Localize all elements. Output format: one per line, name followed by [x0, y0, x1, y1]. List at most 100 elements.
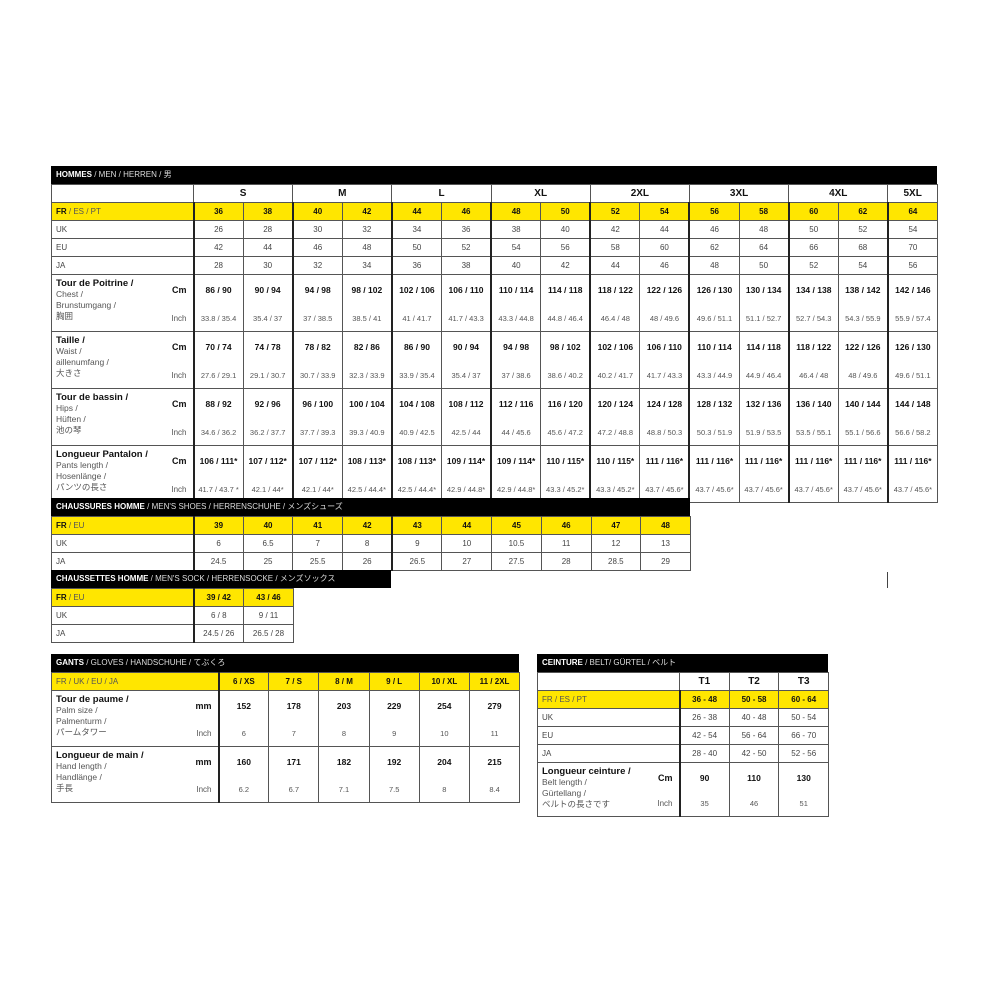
size-cell: 60 - 64: [778, 690, 830, 709]
measure-cell: 114 / 118 44.9 / 46.4: [738, 331, 790, 389]
measure-cell: 126 / 130 49.6 / 51.1: [688, 274, 740, 332]
row-label: UK: [51, 220, 194, 239]
measure-cell: 118 / 122 46.4 / 48: [787, 331, 839, 389]
size-cell: 36: [390, 256, 442, 275]
measure-cell: 111 / 116* 43.7 / 45.6*: [787, 445, 839, 503]
section-title-bold: GANTS: [56, 658, 84, 667]
measure-value-secondary: 6.7: [288, 785, 299, 794]
size-cell: 54: [886, 220, 938, 239]
size-cell: 28 - 40: [678, 744, 730, 763]
size-cell: 38: [440, 256, 492, 275]
row-label-bold: FR: [56, 521, 67, 530]
size-cell: 44: [589, 256, 641, 275]
size-cell: 28.5: [590, 552, 642, 571]
size-row: JA 28 - 40 42 - 50 52 - 56: [537, 744, 830, 763]
measure-row: Longueur de main / Hand length / Handlänge…: [51, 746, 521, 803]
measure-label: Longueur de main / Hand length / Handlänge…: [51, 746, 219, 803]
row-label: JA: [51, 552, 194, 571]
measure-value-secondary: 46.4 / 48: [600, 314, 630, 323]
size-cell: 60: [787, 202, 839, 221]
measure-value-secondary: 55.1 / 56.6: [845, 428, 881, 437]
measure-value-secondary: 33.9 / 35.4: [399, 371, 435, 380]
measure-cell: 108 / 113* 42.5 / 44.4*: [341, 445, 393, 503]
measure-value-secondary: 51.9 / 53.5: [745, 428, 782, 437]
size-cell: 48: [688, 256, 740, 275]
measure-cell: 108 / 113* 42.5 / 44.4*: [390, 445, 442, 503]
measure-value-primary: 229: [387, 701, 402, 711]
row-label-text: FR / ES / PT: [542, 695, 587, 704]
row-label-text: FR / UK / EU / JA: [56, 677, 119, 686]
size-cell: 42: [540, 256, 591, 275]
measure-row: Tour de Poitrine / Chest / Brunstumgang / 胸…: [51, 274, 938, 332]
measure-value-secondary: 52.7 / 54.3: [795, 314, 832, 323]
size-cell: 25: [242, 552, 294, 571]
measure-value-secondary: 35.4 / 37: [451, 371, 481, 380]
measure-cell: 134 / 138 52.7 / 54.3: [787, 274, 839, 332]
measure-cell: 90 35: [678, 762, 730, 817]
size-cell: 10 / XL: [418, 672, 470, 691]
measure-value-secondary: 7: [291, 729, 296, 738]
measure-value-secondary: 36.2 / 37.7: [249, 428, 286, 437]
size-row: FR / ES / PT 36 - 48 50 - 58 60 - 64: [537, 690, 830, 709]
row-label-bold: FR: [56, 593, 67, 602]
measure-value-secondary: 49.6 / 51.1: [696, 314, 733, 323]
measure-cell: 178 7: [268, 690, 320, 747]
measure-cell: 92 / 96 36.2 / 37.7: [242, 388, 294, 446]
shoes-size-table: CHAUSSURES HOMME / MEN'S SHOES / HERRENS…: [51, 498, 691, 571]
measure-value-secondary: 51.1 / 52.7: [745, 314, 782, 323]
measure-cell: 204 8: [418, 746, 470, 803]
divider-mark: [887, 572, 888, 588]
measure-value-primary: 104 / 108: [399, 399, 435, 409]
size-label: 5XL: [887, 184, 938, 203]
size-cell: 28: [540, 552, 592, 571]
size-cell: 50: [540, 202, 591, 221]
measure-label: Longueur Pantalon / Pants length / Hosenlä…: [51, 445, 194, 503]
measure-value-primary: 109 / 114*: [446, 456, 486, 466]
measure-cell: 122 / 126 48 / 49.6: [837, 331, 889, 389]
measure-name: Tour de paume / Palm size / Palmenturm / パー…: [56, 694, 214, 738]
section-title: CHAUSSETTES HOMME / MEN'S SOCK / HERRENS…: [51, 570, 391, 588]
measure-value-primary: 142 / 146: [895, 285, 931, 295]
measure-value-primary: 118 / 122: [796, 342, 832, 352]
section-title: HOMMES / MEN / HERREN / 男: [51, 166, 937, 184]
row-label: EU: [51, 238, 194, 257]
section-title-bold: CHAUSSURES HOMME: [56, 502, 145, 511]
measure-value-secondary: 56.6 / 58.2: [895, 428, 931, 437]
measure-cell: 126 / 130 49.6 / 51.1: [886, 331, 938, 389]
unit-primary: Cm: [171, 399, 187, 409]
size-cell: 52 - 56: [778, 744, 830, 763]
unit-secondary: Inch: [171, 371, 187, 380]
measure-value-secondary: 43.7 / 45.6*: [695, 485, 734, 494]
unit-primary: Cm: [171, 342, 187, 352]
measure-name-line: Waist /: [56, 346, 82, 356]
measure-value-primary: 192: [387, 757, 402, 767]
size-cell: 42 - 50: [728, 744, 780, 763]
measure-value-secondary: 8.4: [489, 785, 500, 794]
measure-cell: 171 6.7: [268, 746, 320, 803]
size-row: UK 26 - 38 40 - 48 50 - 54: [537, 708, 830, 727]
size-cell: 36: [192, 202, 244, 221]
size-header-row: S M L XL 2XL 3XL 4XL 5XL: [51, 184, 938, 203]
measure-value-primary: 126 / 130: [696, 285, 733, 295]
measure-name-line: パームタワー: [56, 727, 107, 737]
size-cell: 34: [341, 256, 393, 275]
measure-name-line: パンツの長さ: [56, 482, 108, 492]
measure-value-secondary: 47.2 / 48.8: [597, 428, 634, 437]
measure-value-secondary: 42.5 / 44.4*: [397, 485, 437, 494]
measure-value-secondary: 40.2 / 41.7: [597, 371, 634, 380]
unit-secondary: Inch: [196, 785, 212, 794]
measure-cell: 70 / 74 27.6 / 29.1: [192, 331, 244, 389]
measure-name-line: Taille /: [56, 335, 85, 346]
measure-value-secondary: 43.3 / 44.9: [696, 371, 733, 380]
size-cell: 7: [292, 534, 344, 553]
size-cell: 62: [688, 238, 740, 257]
measure-value-secondary: 45.6 / 47.2: [547, 428, 583, 437]
measure-cell: 94 / 98 37 / 38.6: [490, 331, 542, 389]
measure-value-primary: 130: [796, 773, 811, 783]
measure-cell: 78 / 82 30.7 / 33.9: [291, 331, 343, 389]
measure-name-line: Tour de bassin /: [56, 392, 129, 403]
measure-name-line: Brunstumgang /: [56, 300, 117, 310]
size-label: T1: [679, 672, 730, 691]
